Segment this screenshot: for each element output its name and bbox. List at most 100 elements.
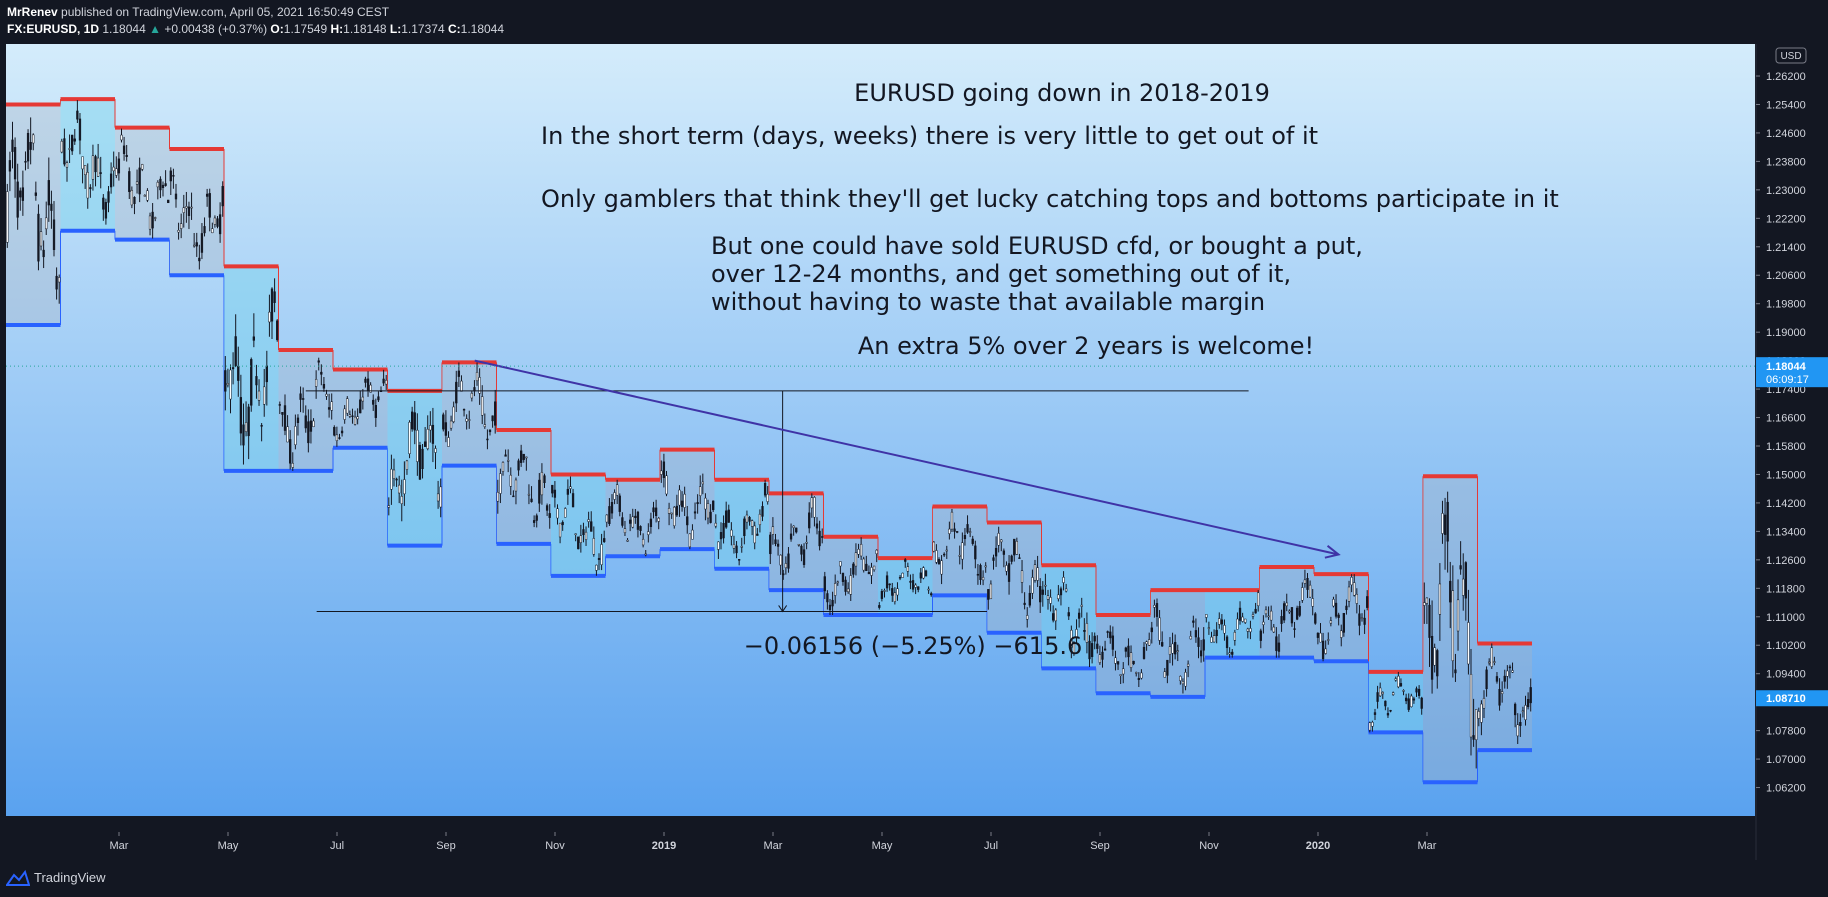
candle-body [483,424,486,427]
candle-body [52,219,56,250]
candle-body [322,383,326,389]
candle-body [55,275,58,290]
price-axis[interactable]: 1.062001.070001.078001.086001.094001.102… [1755,44,1828,860]
candle-body [1007,563,1011,582]
candle-body [597,557,601,560]
candle-body [180,223,183,229]
symbol-label[interactable]: FX:EURUSD, 1D [7,22,100,36]
price-tick-label: 1.15800 [1766,441,1806,453]
candle-body [657,517,660,522]
candle-body [426,428,429,449]
candle-body [904,559,907,562]
candle-body [1526,699,1530,708]
candle-body [701,481,704,485]
candle-body [1085,623,1089,643]
candle-body [1228,652,1231,655]
candle-body [1519,722,1522,726]
level-lines [6,359,1755,613]
candle-body [613,492,616,500]
candle-body [1212,635,1216,643]
candle-body [125,154,128,157]
candle-body [296,417,300,424]
candle-body [1179,676,1182,681]
candle-body [1454,669,1457,674]
candle-body [1280,616,1283,624]
candle-body [416,429,419,462]
candle-body [1270,610,1273,621]
candle-body [937,559,941,564]
candle-body [42,249,45,258]
candle-body [276,320,279,341]
candle-body [667,508,671,514]
candle-body [945,549,948,552]
candle-body [919,572,922,579]
candle-body [735,545,738,554]
candle-body [717,541,720,550]
candle-body [1244,618,1247,623]
candle-body [392,469,396,479]
candle-body [1366,596,1369,608]
candle-body [590,521,593,532]
candle-body [865,563,868,572]
candle-body [577,536,580,550]
candle-body [1451,590,1454,662]
candle-body [1285,602,1288,607]
candle-body [1065,588,1068,592]
candle-body [789,533,793,540]
candle-body [727,509,730,523]
text-annotations: EURUSD going down in 2018-2019 In the sh… [541,79,1559,660]
candle-body [1072,641,1076,654]
candle-body [1075,629,1078,638]
candle-body [1174,642,1177,655]
candle-body [496,492,499,502]
candle-body [1052,613,1055,621]
candle-body [623,528,627,533]
time-tick-label: Mar [110,840,129,852]
candle-body [1498,688,1501,706]
candle-body [1220,619,1224,625]
candle-body [231,367,235,370]
candle-body [421,448,424,469]
tradingview-logo-icon[interactable] [6,869,30,887]
candle-body [976,573,980,576]
candle-body [1524,705,1527,720]
candle-body [758,513,762,526]
candle-body [1194,630,1198,638]
price-chart[interactable]: EURUSD going down in 2018-2019 In the sh… [0,44,1828,860]
candle-body [413,412,416,431]
candle-body [1337,614,1340,618]
candle-body [743,518,746,537]
candle-body [709,511,712,523]
candle-body [312,420,315,427]
candle-body [1028,592,1031,606]
candle-body [78,118,82,141]
candle-body [13,147,17,180]
candle-body [8,160,12,172]
candle-body [226,383,230,386]
candle-body [1303,579,1307,584]
candle-body [571,493,575,508]
candle-body [343,408,346,420]
candle-body [1122,668,1125,675]
candle-body [1438,583,1442,615]
author-name[interactable]: MrRenev [7,5,58,19]
candle-body [447,437,450,447]
candle-body [963,535,967,540]
candle-body [1236,618,1239,630]
candle-body [1223,625,1226,634]
candle-body [1412,698,1416,701]
time-axis[interactable]: Mar May Jul Sep Nov 2019 Mar May Jul Sep Nov 2020 Ma… [0,832,1755,860]
candle-body [1199,650,1203,657]
candle-body [1384,700,1387,707]
candle-body [457,370,461,377]
brand-label[interactable]: TradingView [34,870,106,885]
candle-body [507,460,510,462]
candle-body [465,418,468,422]
candle-body [719,532,723,540]
candle-body [1020,570,1024,583]
candle-body [906,566,909,572]
candle-body [281,412,284,415]
candle-body [1039,585,1042,603]
candle-body [491,415,494,422]
candle-body [805,541,808,544]
